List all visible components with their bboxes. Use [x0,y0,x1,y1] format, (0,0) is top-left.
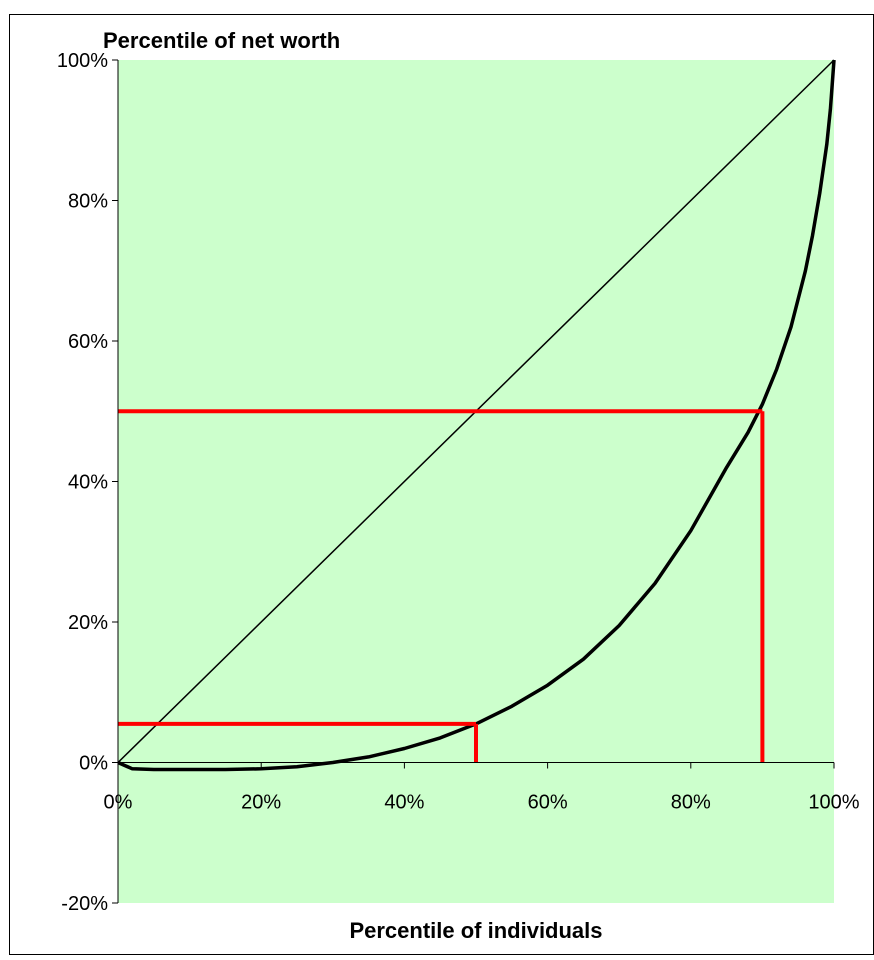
x-tick-label: 100% [808,792,859,814]
x-tick-label: 60% [528,792,568,814]
y-tick-label: 80% [68,191,108,213]
x-tick-label: 40% [384,792,424,814]
y-axis-title: Percentile of net worth [103,28,340,53]
y-tick-label: -20% [61,893,108,915]
y-tick-label: 20% [68,612,108,634]
plot-background [118,60,834,903]
y-tick-label: 60% [68,331,108,353]
plot-layer [117,59,836,772]
lorenz-curve-line [117,59,836,772]
x-tick-label: 20% [241,792,281,814]
x-tick-label: 0% [104,792,133,814]
axes-layer: -20% 0% 20% 40% 60% 80% 100% 0% 20% 40% 60% 80% 100% [57,50,860,915]
x-axis-title: Percentile of individuals [349,918,602,943]
y-tick-label: 0% [79,753,108,775]
y-tick-label: 40% [68,472,108,494]
x-tick-label: 80% [671,792,711,814]
y-tick-label: 100% [57,50,108,72]
